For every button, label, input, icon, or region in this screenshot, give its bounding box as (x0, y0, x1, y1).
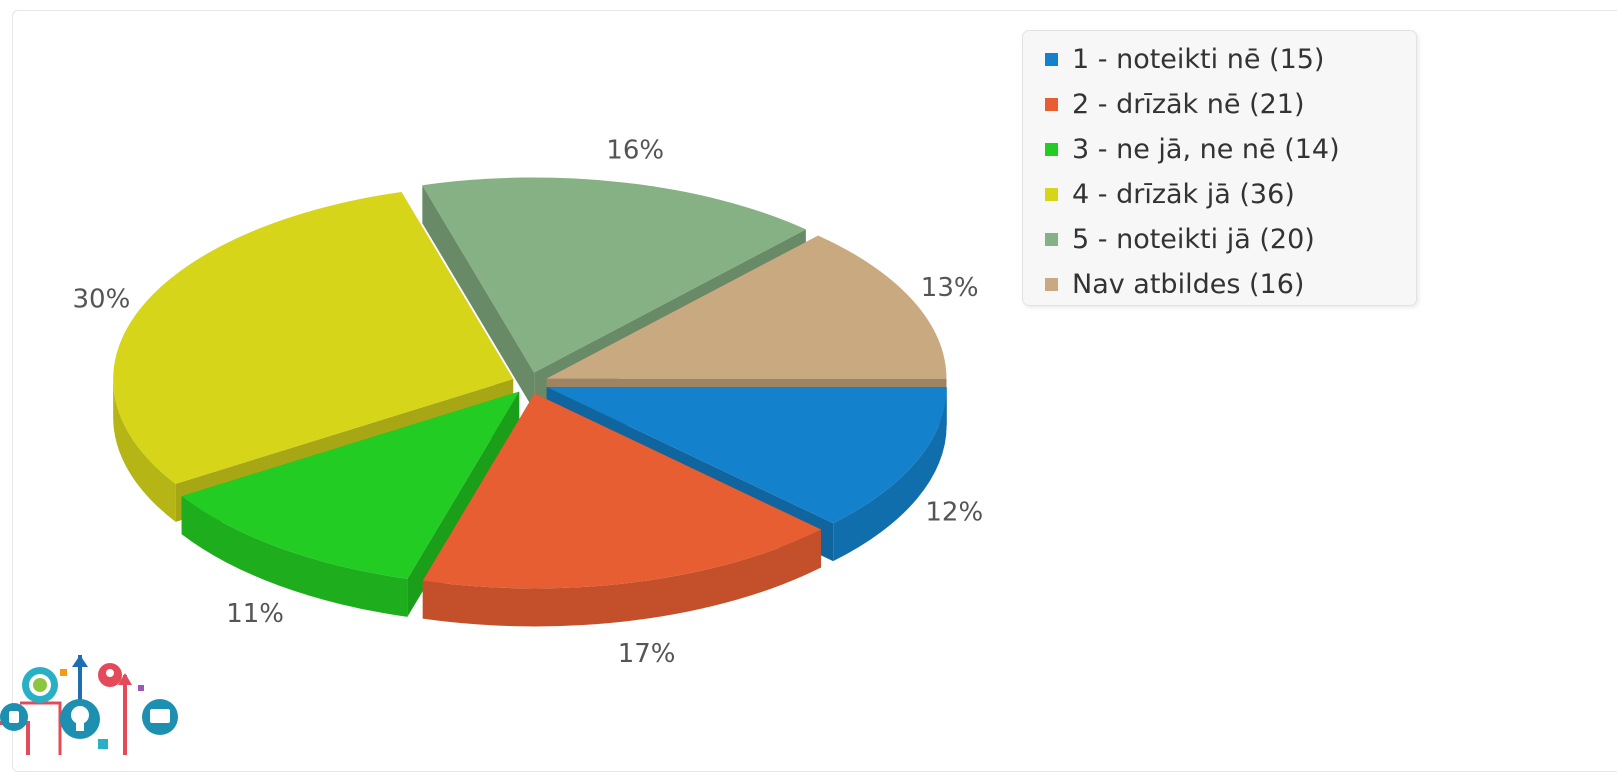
legend-swatch (1045, 188, 1058, 201)
legend-label: 3 - ne jā, ne nē (14) (1072, 134, 1340, 165)
pie-chart: 12% 17% 11% 30% 16% 13% (73, 135, 984, 669)
pie-slice-top (181, 391, 520, 579)
legend-item[interactable]: 1 - noteikti nē (15) (1045, 37, 1416, 82)
pie-slice-wall (422, 185, 535, 411)
legend-label: 1 - noteikti nē (15) (1072, 44, 1325, 75)
chart-legend: 1 - noteikti nē (15) 2 - drīzāk nē (21) … (1022, 30, 1417, 306)
pie-slice-top (422, 393, 822, 589)
legend-item[interactable]: Nav atbildes (16) (1045, 262, 1416, 307)
slice-percent-label: 11% (226, 599, 284, 629)
pie-slice-top (422, 177, 806, 373)
legend-label: 5 - noteikti jā (20) (1072, 224, 1315, 255)
legend-swatch (1045, 278, 1058, 291)
colorful-education-icons-logo (0, 655, 178, 755)
slice-percent-label: 17% (618, 639, 676, 669)
slice-percent-label: 13% (921, 273, 979, 303)
legend-label: 2 - drīzāk nē (21) (1072, 89, 1305, 120)
pie-slice-top (113, 191, 514, 484)
pie-slice-top (546, 387, 947, 524)
legend-item[interactable]: 4 - drīzāk jā (36) (1045, 172, 1416, 217)
pie-slice-side (422, 529, 822, 627)
pie-slice-top (546, 235, 947, 379)
legend-swatch (1045, 53, 1058, 66)
legend-item[interactable]: 3 - ne jā, ne nē (14) (1045, 127, 1416, 172)
legend-item[interactable]: 2 - drīzāk nē (21) (1045, 82, 1416, 127)
slice-percent-label: 30% (73, 284, 131, 314)
pie-slice-side (113, 379, 176, 522)
slice-percent-label: 12% (925, 497, 983, 527)
legend-swatch (1045, 98, 1058, 111)
legend-label: Nav atbildes (16) (1072, 269, 1305, 300)
legend-label: 4 - drīzāk jā (36) (1072, 179, 1295, 210)
legend-swatch (1045, 143, 1058, 156)
pie-slice[interactable] (422, 393, 822, 627)
pie-slice-side (833, 387, 947, 562)
pie-slice-side (181, 496, 408, 617)
legend-item[interactable]: 5 - noteikti jā (20) (1045, 217, 1416, 262)
slice-percent-label: 16% (606, 135, 664, 165)
legend-swatch (1045, 233, 1058, 246)
